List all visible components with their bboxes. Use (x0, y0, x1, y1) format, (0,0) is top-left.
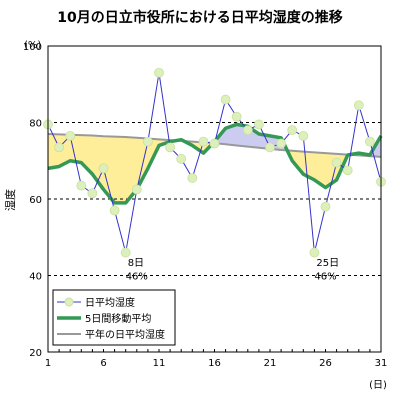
daily-humidity-point (165, 142, 176, 153)
daily-humidity-point (154, 67, 164, 78)
daily-humidity-point (342, 165, 353, 176)
daily-humidity-point (265, 142, 275, 153)
y-tick-label: 80 (29, 119, 42, 130)
daily-humidity-point (298, 130, 309, 141)
x-tick-label: 16 (208, 358, 221, 369)
daily-humidity-point (120, 247, 131, 258)
daily-humidity-point (54, 142, 64, 153)
legend-label-normal: 平年の日平均湿度 (85, 328, 165, 341)
daily-humidity-point (142, 136, 153, 147)
daily-humidity-point (253, 119, 264, 130)
daily-humidity-point (242, 125, 253, 136)
daily-humidity-point (276, 138, 287, 149)
deviation-fill (114, 136, 126, 204)
legend-label-daily: 日平均湿度 (85, 296, 135, 309)
daily-humidity-point (309, 247, 320, 258)
daily-humidity-point (320, 201, 331, 212)
daily-humidity-point (209, 138, 220, 149)
x-tick-label: 26 (319, 358, 332, 369)
legend-label-moving-average: 5日間移動平均 (85, 312, 151, 325)
daily-humidity-point (187, 173, 198, 183)
daily-humidity-point (220, 94, 231, 105)
daily-humidity-point (198, 136, 209, 147)
x-tick-label: 31 (375, 358, 388, 369)
x-tick-label: 21 (264, 358, 277, 369)
x-unit-label: (日) (369, 380, 387, 391)
annotation-value: 46% (126, 271, 148, 282)
y-tick-label: 100 (23, 42, 42, 53)
daily-humidity-point (364, 136, 375, 147)
y-axis-label: 湿度 (3, 189, 17, 211)
daily-humidity-point (98, 163, 109, 174)
y-tick-label: 60 (29, 195, 42, 206)
annotation-value: 46% (314, 271, 336, 282)
daily-humidity-point (87, 188, 98, 199)
daily-humidity-point (65, 130, 76, 141)
x-tick-label: 1 (45, 358, 51, 369)
axes-layer (47, 45, 382, 353)
x-tick-label: 6 (100, 358, 106, 369)
chart-title: 10月の日立市役所における日平均湿度の推移 (57, 9, 342, 26)
daily-humidity-point (231, 111, 242, 122)
y-tick-label: 20 (29, 348, 42, 359)
y-unit-label: (%) (24, 40, 41, 51)
daily-humidity-point (353, 100, 364, 111)
daily-humidity-point (287, 125, 298, 136)
annotation-label: 8日 (128, 258, 144, 269)
annotation-label: 25日 (316, 258, 339, 269)
daily-humidity-point (176, 153, 187, 164)
daily-humidity-point (76, 180, 87, 191)
x-tick-label: 11 (153, 358, 166, 369)
legend-marker-daily (64, 297, 74, 307)
annotation-layer: 8日 46% 25日 46% (126, 258, 339, 282)
daily-humidity-point (331, 157, 342, 168)
daily-humidity-point (109, 205, 120, 216)
y-tick-label: 40 (29, 272, 42, 283)
grid-layer (48, 122, 381, 276)
daily-humidity-point (131, 184, 142, 195)
series-layer (43, 67, 386, 258)
